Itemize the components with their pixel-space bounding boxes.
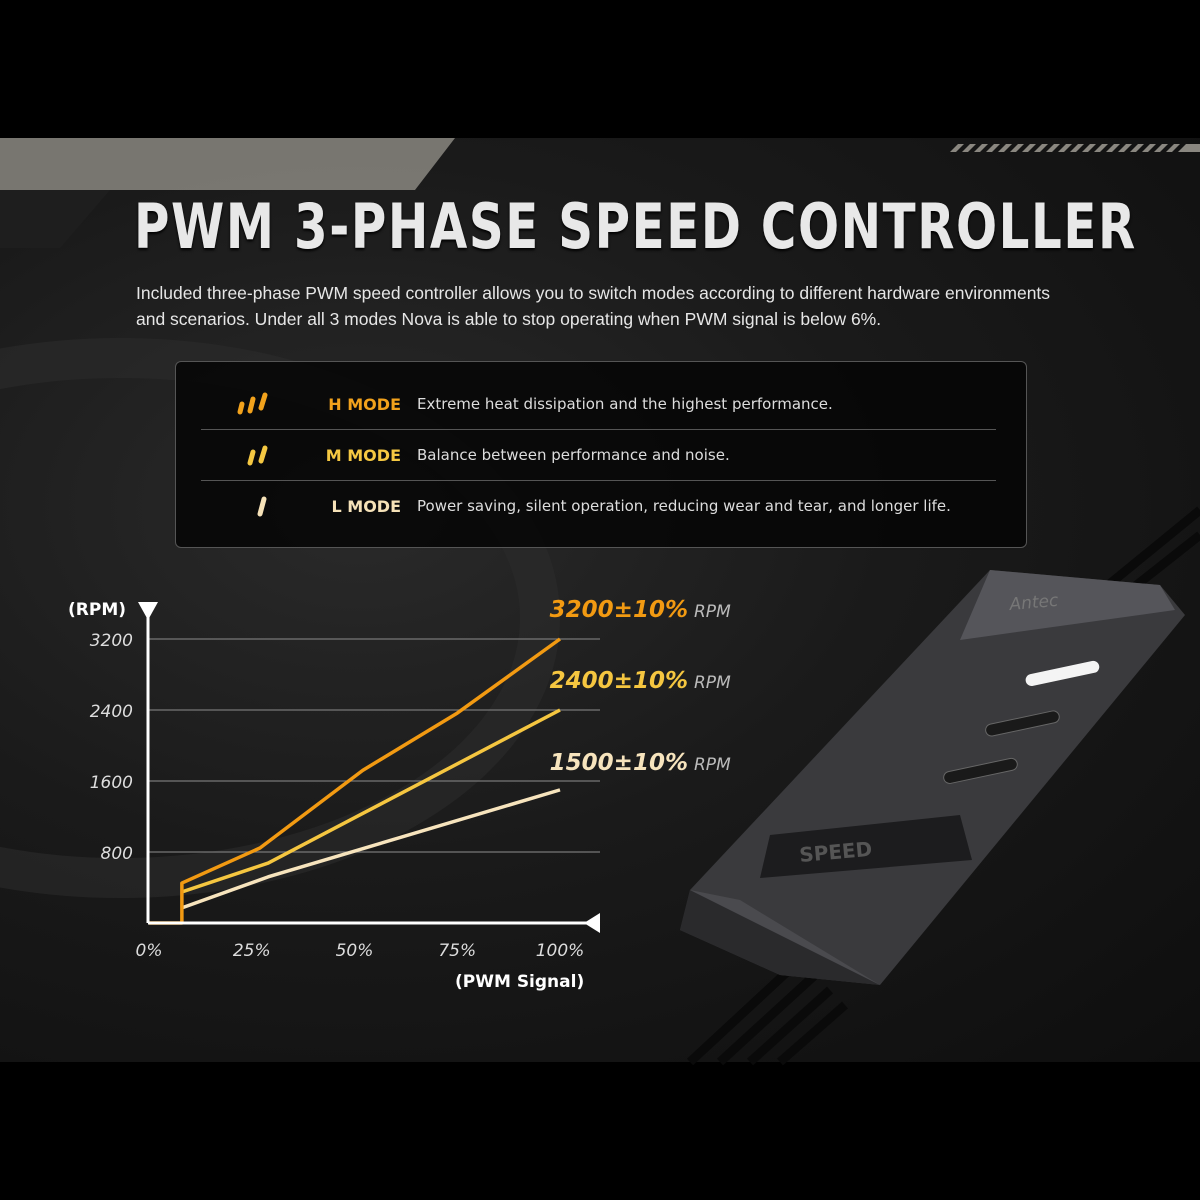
background-decor [0, 138, 1200, 898]
series-unit: RPM [694, 602, 731, 622]
x-tick-label: 0% [136, 941, 163, 961]
y-axis-label: (RPM) [68, 600, 126, 620]
y-tick-label: 1600 [90, 773, 133, 793]
three-bars-icon [201, 392, 281, 416]
series-label: 1500±10% [550, 750, 688, 776]
mode-row-h: H MODE Extreme heat dissipation and the … [201, 379, 996, 430]
series-unit: RPM [694, 755, 731, 775]
page-title: PWM 3-PHASE SPEED CONTROLLER [134, 190, 1137, 263]
x-axis-arrow [584, 913, 600, 933]
series-line [181, 708, 561, 894]
series-label: 2400±10% [550, 668, 688, 694]
mode-name: M MODE [325, 445, 401, 465]
modes-panel: H MODE Extreme heat dissipation and the … [175, 361, 1027, 548]
one-bar-icon [201, 494, 281, 518]
mode-desc: Power saving, silent operation, reducing… [417, 497, 951, 515]
x-tick-label: 75% [438, 941, 476, 961]
y-tick-label: 800 [101, 844, 133, 864]
x-tick-label: 25% [233, 941, 271, 961]
y-tick-label: 3200 [90, 631, 133, 651]
x-axis-label: (PWM Signal) [455, 972, 584, 992]
y-axis-arrow [138, 602, 158, 620]
top-right-stripes [950, 144, 1200, 152]
chart-grid [149, 638, 600, 853]
mode-desc: Balance between performance and noise. [417, 446, 730, 464]
mode-row-l: L MODE Power saving, silent operation, r… [201, 481, 996, 531]
two-bars-icon [201, 443, 281, 467]
band-shadow [0, 190, 110, 248]
series-unit: RPM [694, 673, 731, 693]
top-left-band [0, 138, 455, 190]
x-tick-label: 50% [336, 941, 374, 961]
y-tick-label: 2400 [90, 702, 133, 722]
intro-text: Included three-phase PWM speed controlle… [136, 283, 1051, 329]
fan-silhouette [0, 338, 560, 898]
x-tick-label: 100% [536, 941, 585, 961]
mode-desc: Extreme heat dissipation and the highest… [417, 395, 833, 413]
series-label: 3200±10% [550, 597, 688, 623]
mode-row-m: M MODE Balance between performance and n… [201, 430, 996, 481]
mode-name: L MODE [331, 496, 402, 516]
mode-name: H MODE [328, 394, 401, 414]
series-line [181, 788, 561, 910]
